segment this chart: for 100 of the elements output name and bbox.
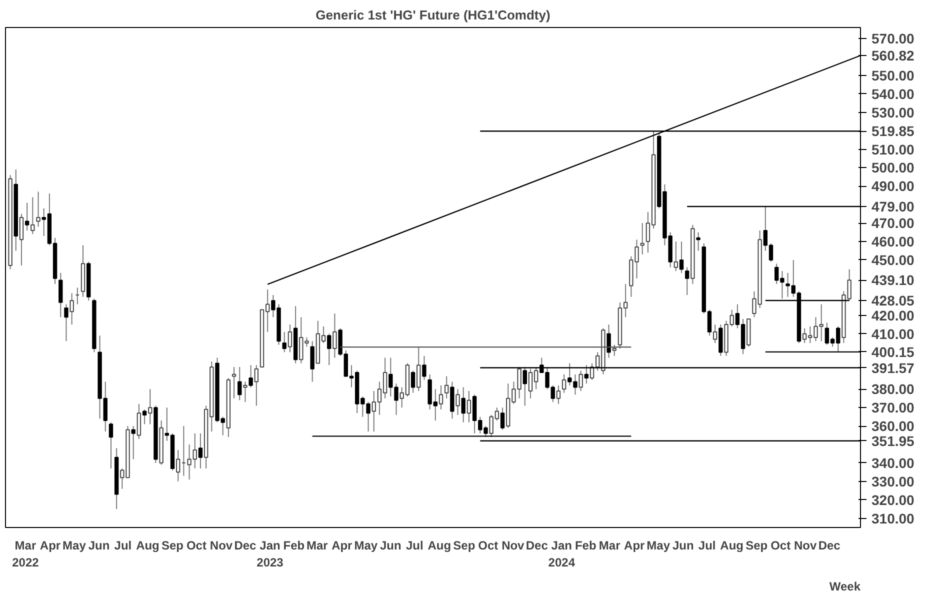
legend-label: 479.00 [872,198,915,214]
candlestick [198,432,203,469]
legend-label: 428.05 [872,292,915,308]
x-tick-label: Feb [574,538,596,552]
candlestick [578,370,583,392]
candlestick [327,333,332,366]
y-tick-label: 360.00 [872,418,915,434]
y-tick-label: 420.00 [872,307,915,324]
candlestick [422,355,426,380]
y-tick-label: 439.10 [872,272,915,288]
x-tick-label: May [62,538,86,552]
legend-label: 351.95 [872,432,915,449]
x-tick-label: Jan 2024 [548,538,576,570]
candlestick [332,312,337,358]
x-tick-label: Jul [114,538,132,552]
y-tick-label: 410.00 [872,326,915,342]
candlestick [232,366,236,399]
candlestick [556,384,561,404]
candlestick [438,384,444,410]
candlestick [456,388,460,416]
candlestick [58,272,63,318]
y-tick-label: 450.00 [872,252,915,268]
candlestick [30,196,35,235]
candlestick [466,390,472,423]
candlestick [70,292,74,326]
x-tick-label: Oct [770,538,791,552]
y-tick-label: 530.00 [872,104,915,120]
x-tick-label: Feb [283,538,305,552]
x-tick-label: Dec [526,538,548,552]
x-tick-label: Apr [332,538,353,552]
x-tick-label: Jun [672,538,694,552]
x-tick-label: Jul [698,538,716,552]
candlestick [500,407,505,430]
chart-title: Generic 1st 'HG' Future (HG1'Comdty) [316,8,550,22]
candlestick [248,364,253,388]
candlestick [712,324,718,344]
y-tick-label: 460.00 [872,234,915,250]
legend-label: 519.85 [872,123,915,140]
x-tick-label: Nov [794,538,818,552]
candlestick [461,386,466,423]
legend-label: 391.57 [872,360,915,376]
x-tick-label: Dec [234,538,257,552]
x-tick-label: Jan 2023 [256,538,284,570]
candlestick [640,222,644,255]
x-tick-label: May [646,538,670,552]
x-tick-label: May [354,538,378,552]
y-tick-label: 500.00 [872,160,915,176]
candlestick [243,381,248,403]
x-tick-label: Oct [478,538,498,552]
x-tick-label: Aug [428,538,452,552]
candlestick [142,408,147,425]
y-tick-label: 510.00 [872,141,915,158]
candlestick [685,266,690,296]
x-tick-label: Nov [502,538,525,552]
y-tick-label: 380.00 [872,381,915,398]
candlestick [254,364,259,406]
candlestick [696,232,700,252]
candlestick [131,426,136,460]
candlestick [282,331,286,353]
x-tick-label: Aug [136,538,160,552]
x-tick-label: Apr [40,538,61,552]
y-tick-label: 310.00 [872,510,915,526]
x-tick-label: Oct [186,538,206,552]
x-tick-label: Nov [210,538,233,552]
legend-label: 400.15 [872,344,915,360]
x-tick-label: Sep [162,538,184,552]
candlestick [24,202,30,231]
y-tick-label: 320.00 [872,492,915,508]
candlestick [444,376,449,399]
candlestick [416,346,421,392]
candlestick [674,241,678,272]
candlestick [288,324,292,353]
candlestick [410,370,416,394]
candlestick [562,374,566,394]
candlestick [19,213,24,266]
x-tick-label: Jul [406,538,424,552]
legend-label: 560.82 [872,48,915,64]
x-tick-label: Apr [624,538,646,552]
x-tick-label: Jun [88,538,110,552]
x-tick-label: Sep [746,538,768,552]
x-tick-label: Dec [818,538,841,552]
y-tick-label: 470.00 [872,215,915,232]
candlestick [612,344,616,356]
y-tick-label: 370.00 [872,400,915,416]
y-tick-label: 570.00 [872,30,915,47]
candlestick [136,403,142,440]
x-tick-label: Mar [598,538,621,552]
candlestick [450,381,454,420]
candlestick [176,450,180,482]
x-tick-label: Mar [306,538,328,552]
y-tick-label: 340.00 [872,454,915,471]
y-tick-label: 550.00 [872,67,915,84]
x-tick-label: Mar 2022 [12,538,40,570]
candlestick [64,304,68,342]
candlestick [148,388,152,425]
x-tick-label: Jun [380,538,402,552]
candlestick [36,191,40,228]
candlestick [718,324,723,356]
y-tick-label: 490.00 [872,178,915,194]
candlestick [310,340,314,382]
